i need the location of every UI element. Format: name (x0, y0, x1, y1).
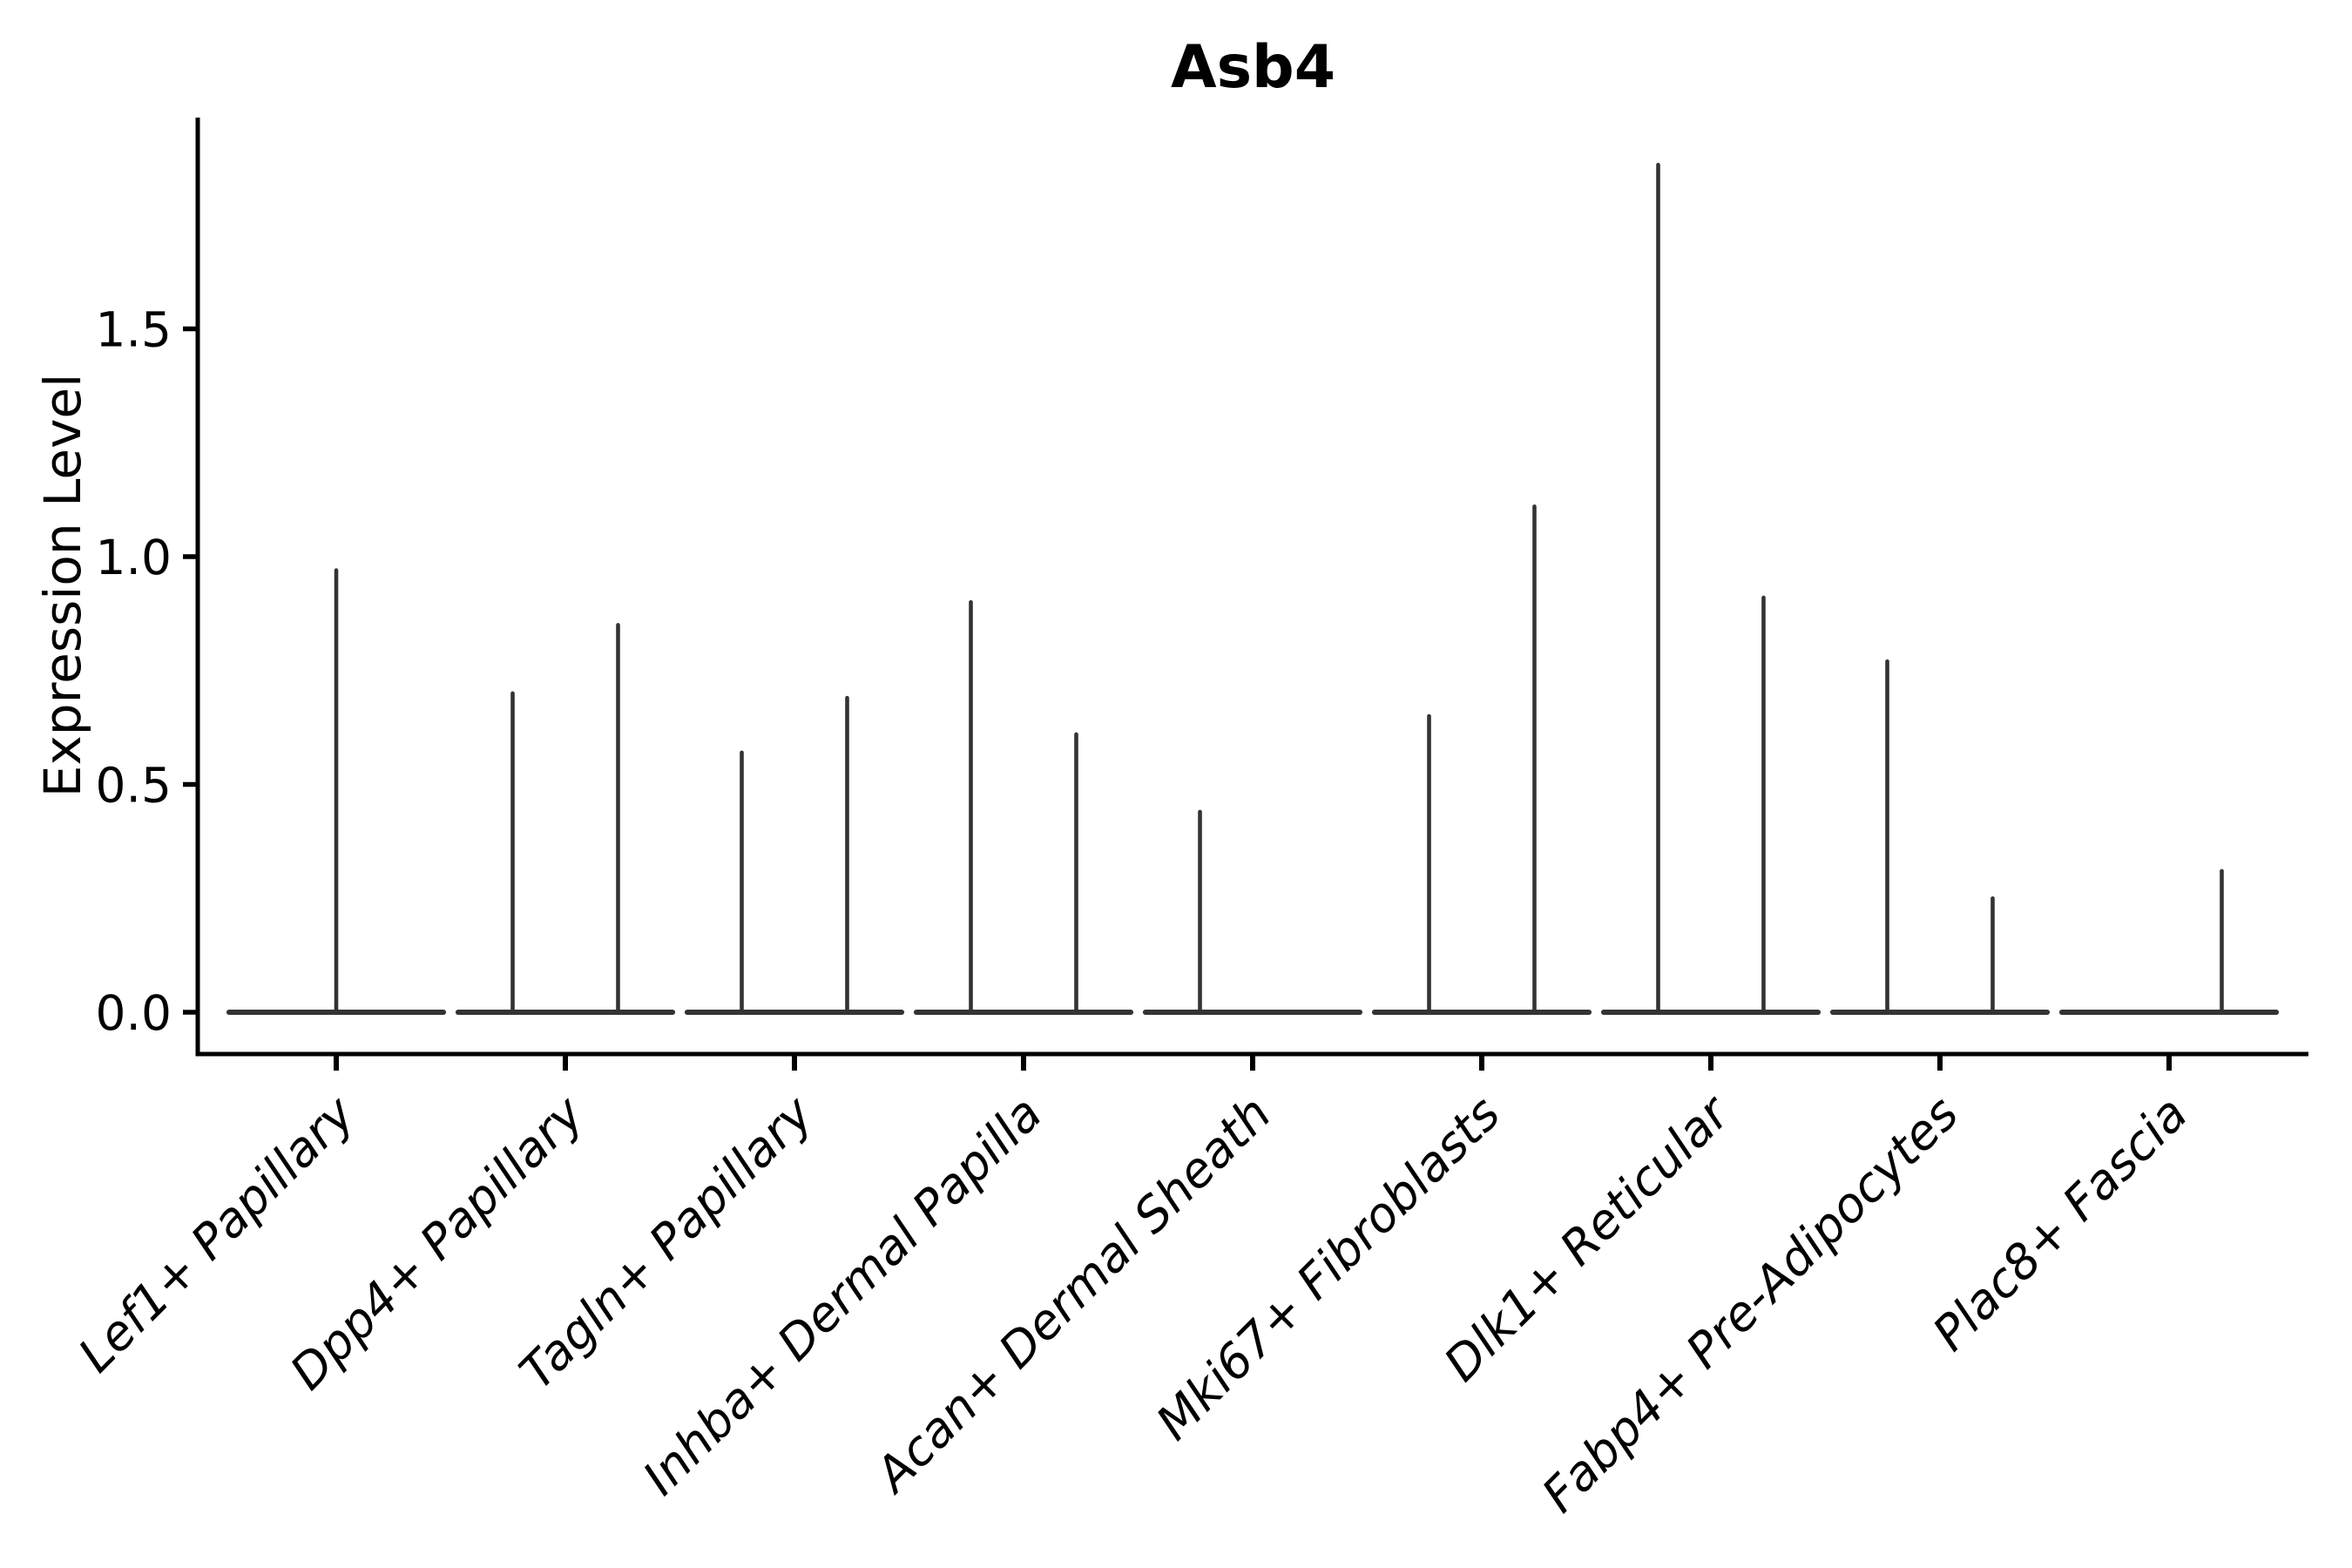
x-tick-label: Fabp4+ Pre-Adipocytes (1531, 1085, 1969, 1523)
y-tick-label: 1.5 (96, 302, 172, 358)
y-tick-label: 0.0 (96, 985, 172, 1041)
chart-title: Asb4 (1170, 33, 1336, 102)
y-tick-label: 0.5 (96, 758, 172, 814)
violins-layer (226, 162, 2280, 1015)
y-tick-label: 1.0 (96, 530, 172, 585)
axes-layer (183, 118, 2308, 1071)
x-tick-label: Acan+ Dermal Sheath (863, 1085, 1282, 1504)
y-axis-label: Expression Level (33, 373, 92, 798)
x-tick-label: Inhba+ Dermal Papilla (632, 1085, 1052, 1505)
